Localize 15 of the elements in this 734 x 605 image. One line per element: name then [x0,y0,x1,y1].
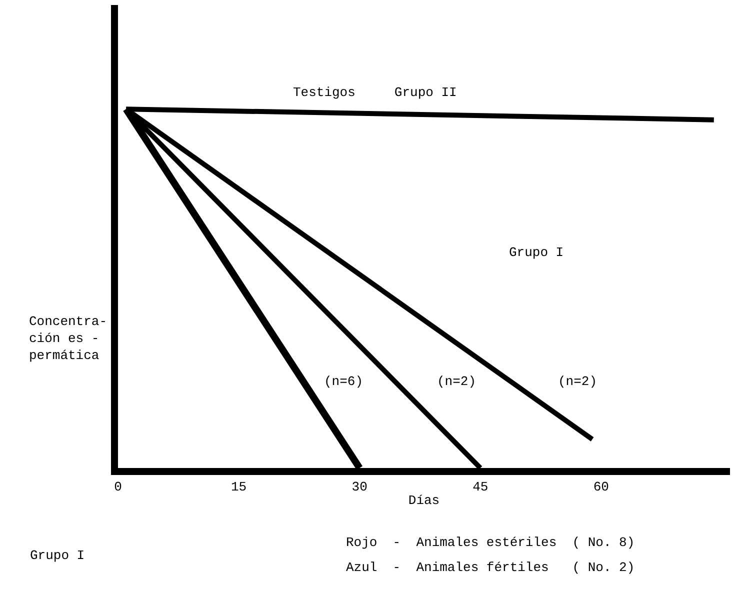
x-tick-label: 0 [114,480,122,495]
text: Azul - Animales fértiles ( No. 2) [346,560,635,575]
x-tick-label: 45 [472,480,488,495]
x-tick-label: 30 [352,480,368,495]
annotation: (n=2) [558,374,598,389]
annotation: (n=6) [324,374,364,389]
x-axis-title: Días [408,493,440,508]
text: Rojo - Animales estériles ( No. 8) [346,535,635,550]
x-tick-label: 15 [230,480,247,495]
text: Testigos Grupo II [293,85,457,100]
text: Grupo I [30,548,85,563]
annotation: (n=2) [437,374,476,389]
annotation: Grupo I [509,245,564,260]
y-axis-title: Concentra- ción es - permática [29,314,108,363]
x-tick-label: 60 [593,480,609,495]
